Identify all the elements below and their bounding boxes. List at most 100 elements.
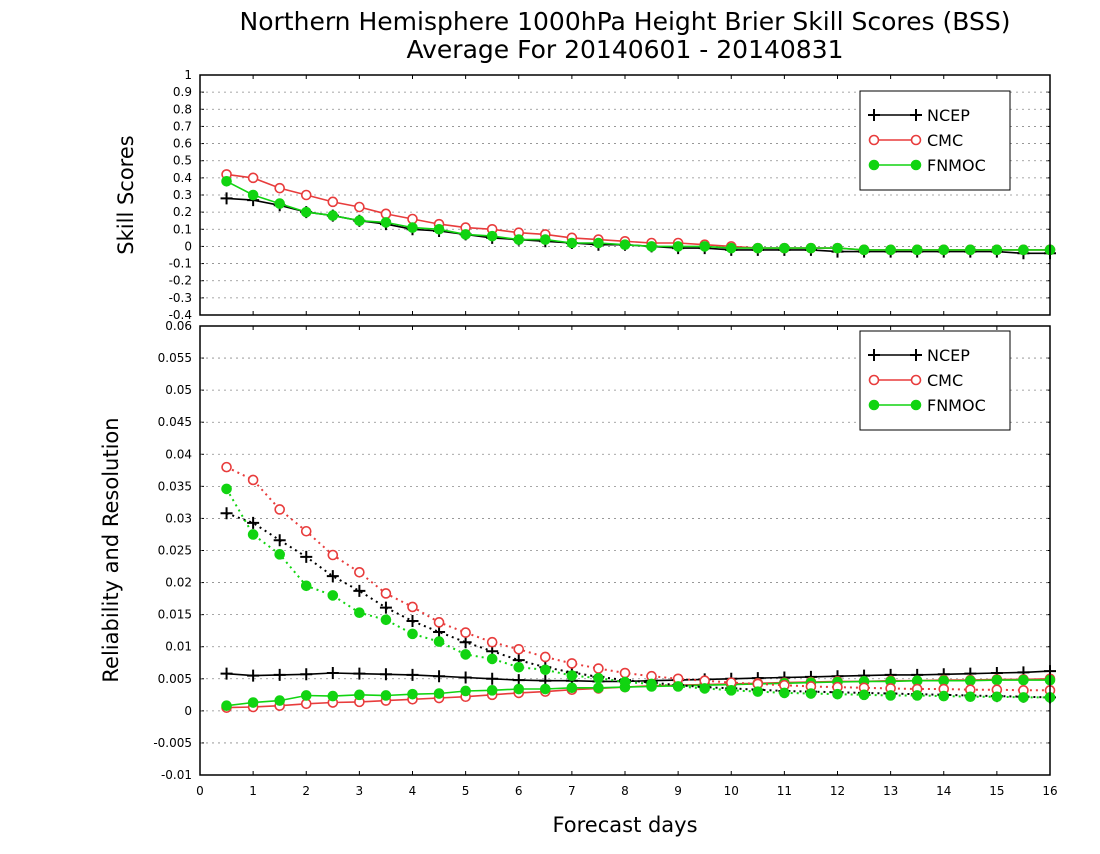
plot-frame [199,325,1051,776]
y-tick-label: 0.5 [173,154,192,168]
x-tick-label: 16 [1042,784,1057,798]
y-tick-label: 0.04 [165,447,192,461]
data-point [327,549,339,561]
series-cmc-dotted [221,461,1056,696]
y-tick-label: 0.005 [158,672,192,686]
data-point [540,234,551,245]
data-point [646,241,657,252]
y-tick-label: 0.03 [165,511,192,525]
data-point [459,636,472,649]
legend-marker [868,159,880,171]
y-tick-label: 0.2 [173,205,192,219]
legend-marker [868,399,880,411]
data-point [593,237,604,249]
x-tick-label: 15 [989,784,1004,798]
series-line [225,488,1050,699]
data-point [911,690,923,701]
data-point [221,700,232,712]
series-line [226,466,1050,692]
data-point [699,683,710,694]
data-point [619,676,631,688]
x-tick-label: 2 [302,784,310,798]
reliability-resolution-panel: 0.060.0550.050.0450.040.0350.030.0250.02… [99,319,1058,798]
data-point [247,474,259,486]
y-tick-label: 0.7 [173,119,192,133]
data-point [247,189,259,201]
data-point [274,182,285,194]
legend-marker [868,109,880,121]
x-tick-label: 5 [462,784,470,798]
data-point [221,483,232,495]
legend-marker [910,159,922,171]
x-tick-label: 14 [936,784,951,798]
data-point [619,667,631,679]
y-tick-label: 0.06 [165,319,192,333]
data-point [379,668,392,681]
legend: NCEP CMC FNMOC [859,90,1011,191]
data-point [327,196,339,208]
x-tick-label: 12 [830,784,845,798]
data-point [407,601,418,613]
y-tick-label: -0.01 [161,768,192,782]
data-point [274,549,285,560]
data-point [300,668,313,681]
data-point [327,690,339,702]
data-point [300,206,312,218]
data-point [459,671,472,684]
data-point [513,661,525,673]
data-point [221,461,232,473]
data-point [300,189,312,201]
data-point [593,672,604,684]
data-point [540,664,551,676]
data-point [805,688,817,699]
data-point [965,244,976,256]
data-point [407,628,418,640]
legend-label: NCEP [927,346,970,365]
data-point [221,175,232,187]
data-point [433,636,445,647]
y-tick-label: 0.3 [173,188,192,202]
data-point [300,525,312,537]
data-point [354,689,365,701]
legend-marker [910,109,922,121]
data-point [752,242,764,254]
data-point [486,653,498,665]
data-point [566,658,578,669]
data-point [832,688,843,700]
data-point [380,614,392,626]
y-axis-label: Reliability and Resolution [99,417,123,682]
data-point [566,670,578,681]
data-point [486,672,499,685]
data-point [805,242,817,254]
x-tick-label: 1 [249,784,257,798]
data-point [593,663,604,674]
data-point [1018,244,1029,256]
data-point [379,601,392,614]
x-tick-label: 7 [568,784,576,798]
legend-marker [868,374,880,386]
x-tick-label: 10 [724,784,739,798]
data-point [991,674,1003,686]
data-point [832,242,843,254]
data-point [433,223,445,235]
y-tick-label: 0.9 [173,85,192,99]
data-point [353,584,366,597]
data-point [486,230,498,242]
data-point [407,688,418,700]
series-ncep-solid [220,665,1056,688]
data-point [247,516,260,529]
data-point [274,695,285,706]
series-line [226,512,1051,699]
data-point [433,670,446,683]
x-tick-label: 4 [409,784,417,798]
data-point [513,643,525,655]
y-tick-label: -0.2 [169,274,192,288]
data-point [566,682,578,694]
data-point [911,244,923,256]
data-point [380,208,392,220]
data-point [380,217,392,228]
data-point [247,172,259,184]
data-point [354,201,365,213]
